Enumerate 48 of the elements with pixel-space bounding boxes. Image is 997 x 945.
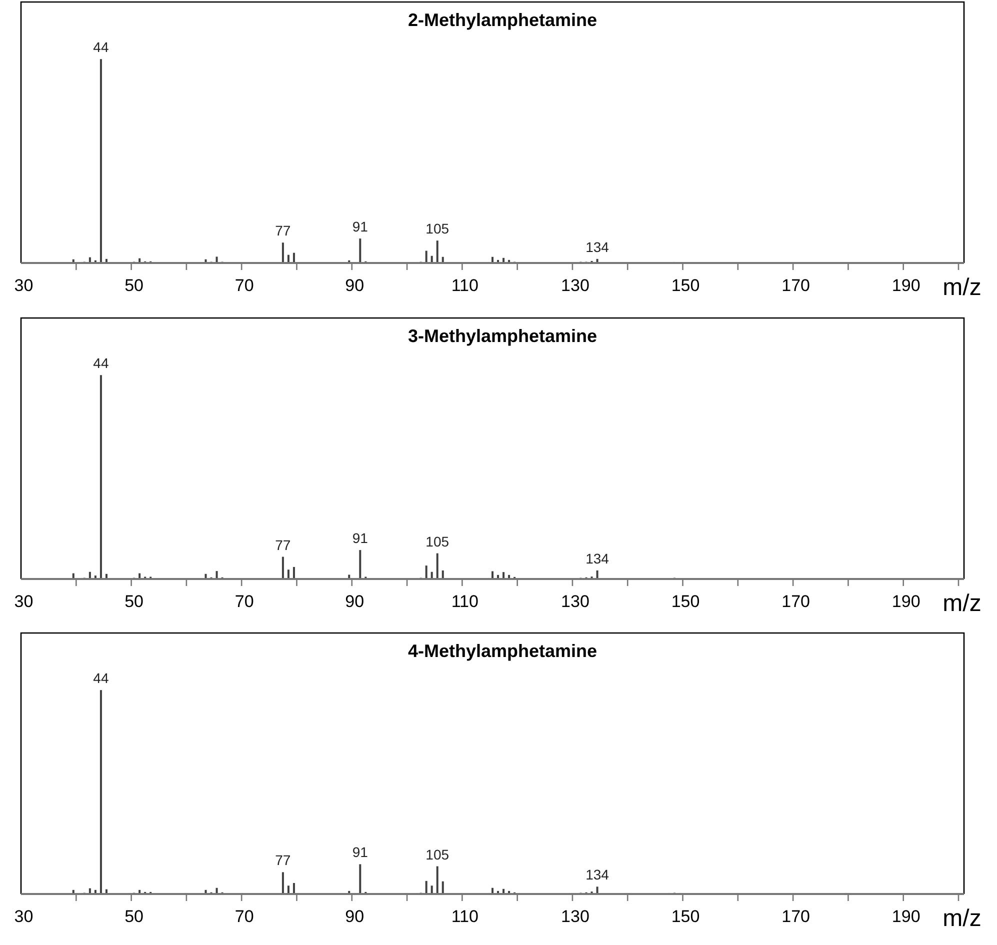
x-tick-label: 90 [345,592,364,611]
x-tick-label: 170 [782,907,810,926]
x-tick-label: 70 [234,592,254,611]
x-tick-label: 90 [345,276,364,295]
x-tick-label: 30 [14,276,34,295]
x-tick-label: 190 [892,276,920,295]
annotation: 134 [586,550,610,566]
x-tick-label: 50 [124,592,144,611]
x-tick-label: 150 [671,907,700,926]
annotation: 77 [275,852,291,868]
annotation: 91 [352,218,368,235]
x-tick-label: 50 [124,276,144,295]
chart-title: 4-Methylamphetamine [408,641,598,661]
annotation: 44 [93,670,109,686]
annotation: 91 [352,530,368,546]
x-tick-label: 110 [451,276,478,295]
x-tick-label: 150 [671,276,700,295]
x-tick-label: 170 [782,592,810,611]
x-tick-label: 130 [561,907,590,926]
x-tick-label: 190 [892,907,920,926]
x-axis-title: m/z [942,590,982,617]
x-tick-label: 150 [671,592,700,611]
annotation: 44 [93,355,109,372]
x-tick-label: 90 [345,907,364,926]
x-tick-label: 130 [561,276,590,295]
annotation: 77 [275,536,291,553]
annotation: 105 [426,533,450,550]
x-tick-label: 110 [451,907,478,926]
x-tick-label: 30 [14,592,34,611]
x-axis-title: m/z [942,905,982,932]
annotation: 105 [426,846,450,862]
x-tick-label: 110 [451,592,478,611]
chart-title: 2-Methylamphetamine [408,10,598,30]
annotation: 105 [426,220,450,237]
x-tick-label: 70 [234,907,254,926]
x-tick-label: 190 [892,592,920,611]
x-tick-label: 70 [234,276,254,295]
annotation: 44 [93,39,109,56]
x-tick-label: 30 [14,907,34,926]
annotation: 77 [275,222,291,239]
x-axis-title: m/z [942,274,982,301]
annotation: 134 [586,866,610,883]
x-tick-label: 50 [124,907,144,926]
x-tick-label: 130 [561,592,590,611]
x-tick-label: 170 [782,276,810,295]
annotation: 134 [586,238,610,255]
annotation: 91 [352,844,368,860]
chart-title: 3-Methylamphetamine [408,326,598,346]
